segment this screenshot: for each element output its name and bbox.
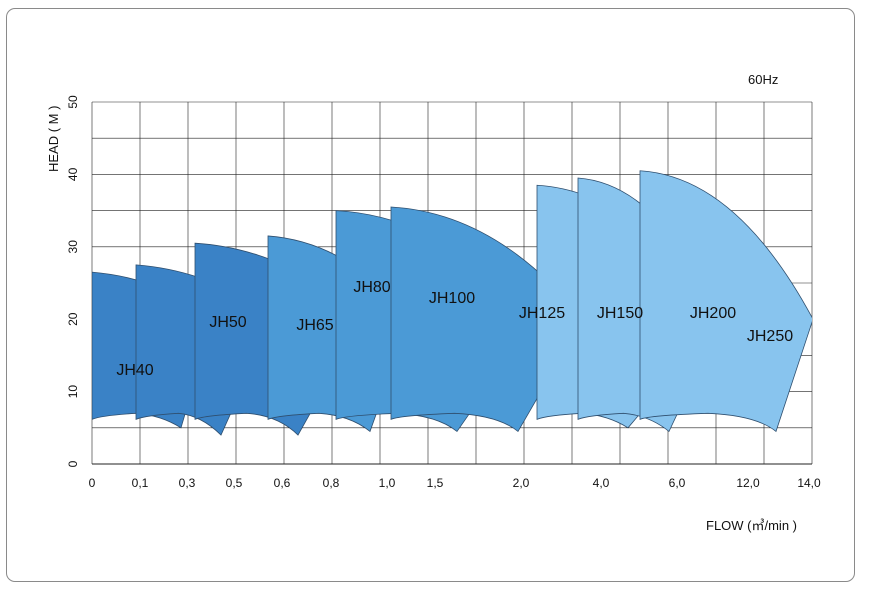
- x-tick-label: 0,1: [132, 476, 149, 490]
- y-tick-label: 50: [66, 95, 80, 109]
- x-tick-label: 14,0: [797, 476, 821, 490]
- curve-area-jh250: [639, 170, 812, 433]
- series-labels: JH40 JH50 JH65 JH80 JH100 JH125 JH150 JH200 JH25…: [116, 279, 793, 379]
- y-tick-labels: 0 10 20 30 40 50: [66, 95, 80, 467]
- x-tick-label: 0,5: [226, 476, 243, 490]
- x-tick-labels: 0 0,1 0,3 0,5 0,6 0,8 1,0 1,5 2,0 4,0 6,0 12,0 14,0: [89, 476, 821, 490]
- frequency-label: 60Hz: [748, 72, 778, 87]
- y-tick-label: 40: [66, 167, 80, 181]
- series-label-jh50: JH50: [209, 314, 246, 331]
- y-axis-title: HEAD ( M ): [46, 106, 61, 172]
- x-axis-title: FLOW (㎥/min ): [706, 518, 797, 533]
- x-tick-label: 4,0: [593, 476, 610, 490]
- y-tick-label: 30: [66, 240, 80, 254]
- series-label-jh250: JH250: [747, 328, 793, 345]
- x-tick-label: 1,0: [379, 476, 396, 490]
- series-label-jh80: JH80: [353, 279, 390, 296]
- x-tick-label: 12,0: [736, 476, 760, 490]
- x-tick-label: 0,3: [179, 476, 196, 490]
- series-label-jh200: JH200: [690, 305, 736, 322]
- series-label-jh65: JH65: [296, 317, 333, 334]
- series-label-jh40: JH40: [116, 362, 153, 379]
- x-tick-label: 0: [89, 476, 96, 490]
- x-tick-label: 2,0: [513, 476, 530, 490]
- x-tick-label: 6,0: [669, 476, 686, 490]
- series-label-jh125: JH125: [519, 305, 565, 322]
- chart-frame: [6, 8, 855, 582]
- x-tick-label: 0,6: [274, 476, 291, 490]
- y-tick-label: 20: [66, 312, 80, 326]
- x-tick-label: 1,5: [427, 476, 444, 490]
- y-tick-label: 0: [66, 460, 80, 467]
- series-label-jh150: JH150: [597, 305, 643, 322]
- curve-area-jh125: [390, 206, 584, 433]
- y-tick-label: 10: [66, 385, 80, 399]
- series-label-jh100: JH100: [429, 290, 475, 307]
- curve-areas: [92, 170, 812, 436]
- x-tick-label: 0,8: [323, 476, 340, 490]
